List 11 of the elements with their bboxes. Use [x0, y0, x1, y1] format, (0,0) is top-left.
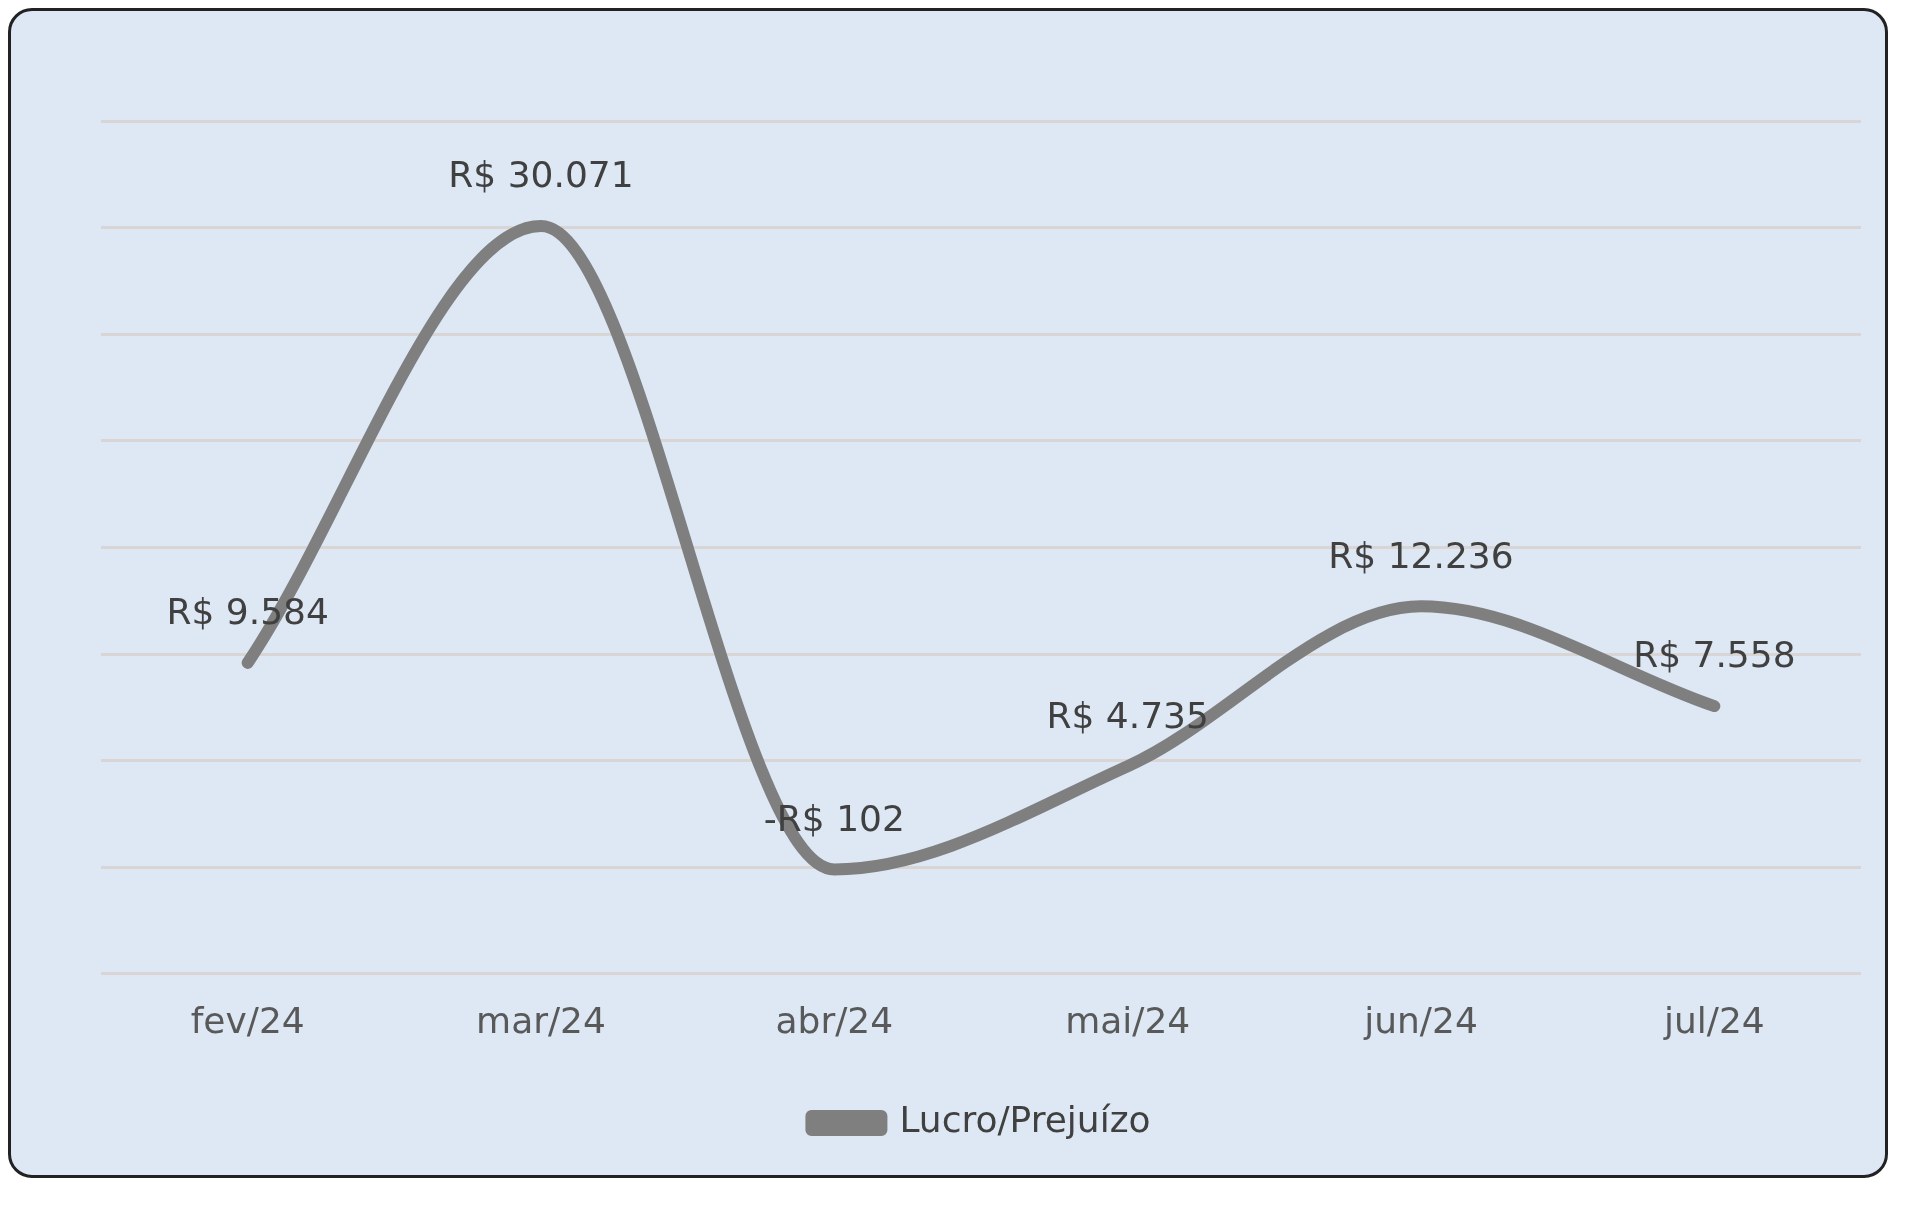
legend-label: Lucro/Prejuízo [899, 1099, 1151, 1141]
x-tick-label: fev/24 [190, 999, 305, 1041]
data-label: R$ 4.735 [1046, 694, 1209, 736]
x-tick-label: mar/24 [476, 999, 606, 1041]
data-label: R$ 30.071 [448, 154, 634, 196]
x-tick-label: jul/24 [1662, 999, 1765, 1041]
data-label: R$ 7.558 [1633, 634, 1796, 676]
x-tick-label: mai/24 [1065, 999, 1191, 1041]
data-label: R$ 12.236 [1328, 534, 1514, 576]
x-tick-label: abr/24 [775, 999, 894, 1041]
x-tick-label: jun/24 [1363, 999, 1478, 1041]
